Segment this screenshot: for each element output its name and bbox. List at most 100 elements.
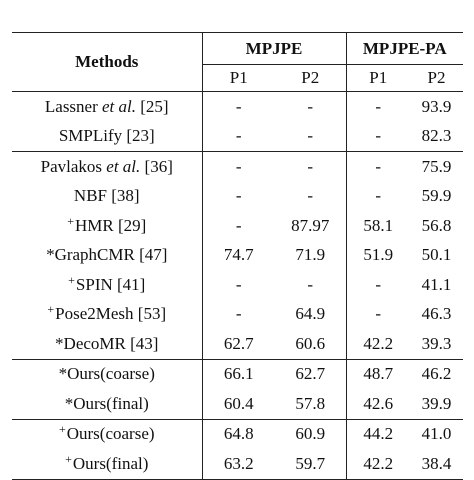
method-name-cell: *GraphCMR [47] xyxy=(12,240,203,270)
value-cell: 93.9 xyxy=(410,91,463,122)
method-name: Ours(coarse) xyxy=(67,364,155,384)
value-cell: 74.7 xyxy=(223,245,254,265)
value-cell: 87.97 xyxy=(275,211,347,241)
value-cell: 75.9 xyxy=(410,151,463,182)
method-name: NBF [38] xyxy=(73,186,140,206)
value-cell: 59.9 xyxy=(421,186,452,206)
value-cell: 42.2 xyxy=(363,333,394,353)
value-cell: 41.1 xyxy=(421,274,452,294)
value-cell: 41.0 xyxy=(410,418,463,449)
value-cell: - xyxy=(375,274,382,294)
table-row: +SPIN [41] - - - 41.1 xyxy=(12,270,463,300)
value-cell: - xyxy=(375,186,382,206)
value-cell: - xyxy=(235,304,242,324)
value-cell: 62.7 xyxy=(223,333,254,353)
value-cell: 64.8 xyxy=(202,418,275,449)
value-cell: 66.1 xyxy=(202,358,275,389)
sub-header-p2: P2 xyxy=(427,68,446,87)
sub-header-p1: P1 xyxy=(229,68,248,87)
method-name: Ours(final) xyxy=(72,453,149,473)
value-cell: 42.6 xyxy=(363,393,394,413)
method-prefix-marker: + xyxy=(68,272,75,287)
method-name: SMPLify [23] xyxy=(58,126,155,146)
value-cell: - xyxy=(275,121,347,152)
table-body: Lassner et al. [25] - - -93.9 SMPLify [23] - -… xyxy=(12,91,463,480)
results-table: Methods MPJPE MPJPE-PA P1 P2 P1 P2 Lassn… xyxy=(12,32,463,480)
table-row: *Ours(coarse) 66.1 62.7 48.7 46.2 xyxy=(12,358,463,389)
value-cell: - xyxy=(235,274,242,294)
value-cell: 39.9 xyxy=(421,393,452,413)
method-citation: [36] xyxy=(140,156,173,176)
method-name: SPIN [41] xyxy=(75,274,146,294)
header-row-2: P1 P2 P1 P2 xyxy=(12,64,463,92)
value-cell: - xyxy=(202,91,275,122)
value-cell: 60.9 xyxy=(275,418,347,449)
method-name-cell: SMPLify [23] xyxy=(12,121,203,152)
table-row: NBF [38] - - - 59.9 xyxy=(12,181,463,211)
method-prefix-marker: * xyxy=(58,364,68,384)
value-cell: - xyxy=(375,304,382,324)
table-row: +HMR [29] - 87.97 58.1 56.8 xyxy=(12,211,463,241)
method-prefix-marker: * xyxy=(55,333,64,353)
method-prefix-marker: * xyxy=(46,245,55,265)
method-prefix-marker: * xyxy=(64,393,74,413)
method-name-cell: NBF [38] xyxy=(12,181,203,211)
method-name-cell: *DecoMR [43] xyxy=(12,329,203,359)
method-name-italic: et al. xyxy=(106,156,141,176)
method-name: Ours(final) xyxy=(73,393,149,413)
table-row: SMPLify [23] - - - 82.3 xyxy=(12,121,463,152)
table-row: +Ours(coarse) 64.8 60.9 44.2 41.0 xyxy=(12,418,463,449)
value-cell: - xyxy=(346,91,410,122)
value-cell: - xyxy=(235,215,242,235)
value-cell: - xyxy=(275,151,347,182)
value-cell: 56.8 xyxy=(421,215,452,235)
method-name: HMR [29] xyxy=(74,215,147,235)
method-name-cell: *Ours(coarse) xyxy=(12,358,203,389)
table-row: *Ours(final) 60.4 57.8 42.6 39.9 xyxy=(12,389,463,419)
method-name: GraphCMR [47] xyxy=(54,245,168,265)
method-prefix-marker: + xyxy=(65,451,72,466)
value-cell: 82.3 xyxy=(421,126,452,146)
method-prefix-marker: + xyxy=(58,422,66,437)
value-cell: - xyxy=(275,270,347,300)
value-cell: 39.3 xyxy=(421,333,452,353)
value-cell: - xyxy=(235,186,242,206)
table-row: Lassner et al. [25] - - -93.9 xyxy=(12,91,463,122)
value-cell: - xyxy=(235,126,242,146)
method-name-cell: +SPIN [41] xyxy=(12,270,203,300)
method-name: DecoMR [43] xyxy=(63,333,159,353)
value-cell: 50.1 xyxy=(421,245,452,265)
value-cell: 60.4 xyxy=(223,393,254,413)
method-name-cell: *Ours(final) xyxy=(12,389,203,419)
value-cell: 44.2 xyxy=(346,418,410,449)
header-row-1: Methods MPJPE MPJPE-PA xyxy=(12,32,463,92)
value-cell: 46.2 xyxy=(410,358,463,389)
method-name-italic: et al. xyxy=(102,96,137,116)
value-cell: 63.2 xyxy=(202,449,275,480)
value-cell: 71.9 xyxy=(275,240,347,270)
method-name: Lassner xyxy=(44,96,103,116)
value-cell: - xyxy=(275,181,347,211)
methods-header: Methods xyxy=(12,32,203,92)
method-name-cell: Pavlakos et al. [36] xyxy=(12,151,203,182)
table-row: Pavlakos et al. [36] - - -75.9 xyxy=(12,151,463,182)
method-prefix-marker: + xyxy=(47,302,55,317)
value-cell: 48.7 xyxy=(346,358,410,389)
method-name-cell: +Ours(coarse) xyxy=(12,418,203,449)
value-cell: - xyxy=(202,151,275,182)
table-row: +Pose2Mesh [53] - 64.9 - 46.3 xyxy=(12,299,463,329)
method-name: Ours(coarse) xyxy=(66,424,155,444)
mpjpe-header: MPJPE xyxy=(202,32,347,65)
sub-header-p1: P1 xyxy=(369,68,388,87)
table-row: +Ours(final) 63.2 59.7 42.2 38.4 xyxy=(12,449,463,480)
value-cell: 46.3 xyxy=(421,304,452,324)
method-name-cell: +Ours(final) xyxy=(12,449,203,480)
value-cell: 51.9 xyxy=(363,245,394,265)
method-citation: [25] xyxy=(136,96,169,116)
table-row: *GraphCMR [47] 74.7 71.9 51.9 50.1 xyxy=(12,240,463,270)
method-name-cell: +Pose2Mesh [53] xyxy=(12,299,203,329)
sub-header-p2: P2 xyxy=(275,64,347,92)
method-name: Pose2Mesh [53] xyxy=(55,304,167,324)
method-name-cell: Lassner et al. [25] xyxy=(12,91,203,122)
mpjpe-pa-header: MPJPE-PA xyxy=(346,32,463,65)
